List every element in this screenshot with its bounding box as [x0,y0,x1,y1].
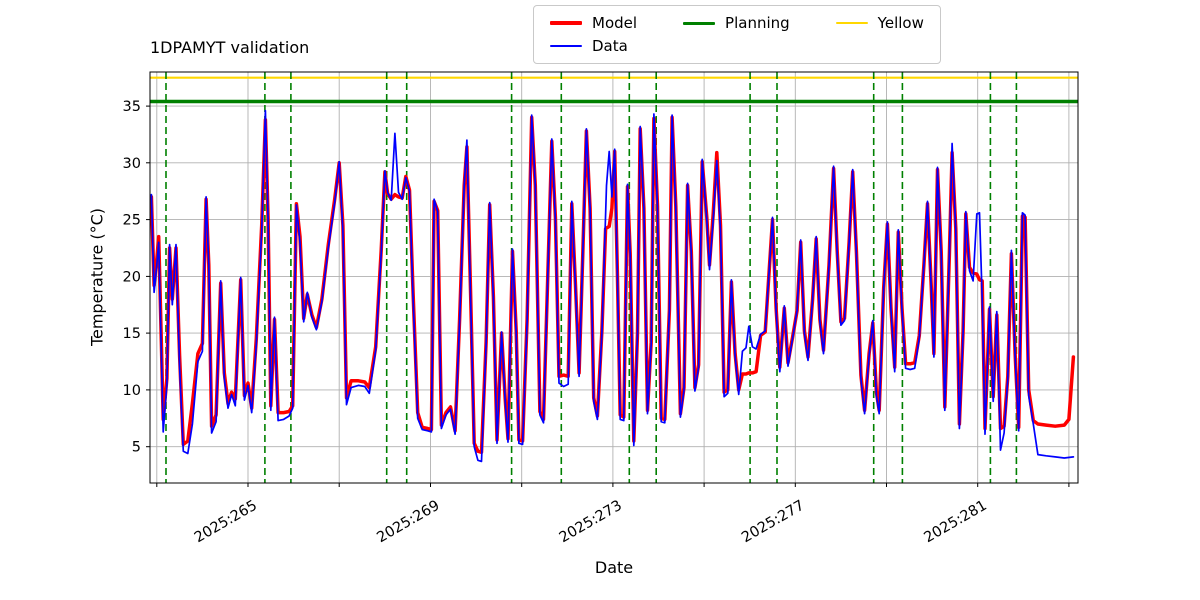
y-tick-label: 30 [123,156,141,172]
data-line [150,109,1075,463]
legend-item-planning: Planning [683,14,790,32]
x-axis-label: Date [594,558,634,577]
y-tick-label: 15 [123,326,141,342]
axis-ticks [146,105,1070,487]
y-tick-label: 25 [123,213,141,229]
y-tick-label: 10 [123,383,141,399]
event-vlines [165,72,1018,483]
x-tick-label: 2025:277 [739,498,807,547]
x-tick-label: 2025:265 [192,498,260,547]
x-tick-label: 2025:273 [557,498,625,547]
plot-background [150,72,1078,483]
legend-label: Data [592,37,628,55]
legend-line-swatch [550,21,582,25]
chart-title: 1DPAMYT validation [150,38,310,57]
legend-label: Model [592,14,638,32]
y-tick-label: 35 [123,99,141,115]
legend-item-model: Model [550,14,637,32]
y-tick-label: 20 [123,269,141,285]
x-tick-label: 2025:269 [374,498,442,547]
legend-label: Planning [725,14,790,32]
legend-label: Yellow [877,14,924,32]
legend-item-yellow: Yellow [835,14,924,32]
y-tick-label: 5 [132,440,141,456]
legend: Model Data Planning Yellow [533,5,941,64]
legend-line-swatch [683,21,716,25]
y-axis-label: Temperature (°C) [87,207,107,347]
x-tick-label: 2025:281 [922,498,990,547]
legend-line-swatch [550,45,582,47]
legend-item-data: Data [550,37,637,55]
plot-border [149,71,1079,484]
legend-line-swatch [835,22,868,24]
